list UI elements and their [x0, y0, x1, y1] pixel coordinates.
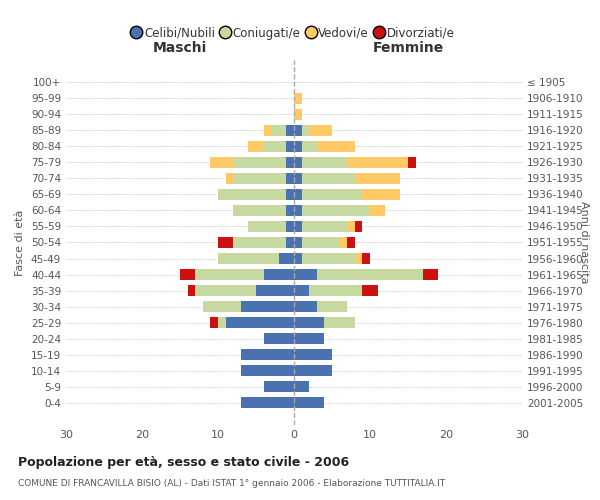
Bar: [256, 285, 294, 296]
Bar: [347, 236, 355, 248]
Bar: [362, 285, 377, 296]
Bar: [423, 269, 439, 280]
Bar: [218, 236, 233, 248]
Bar: [325, 317, 355, 328]
Bar: [241, 397, 294, 408]
Bar: [248, 220, 286, 232]
Bar: [233, 204, 286, 216]
Bar: [355, 252, 362, 264]
Bar: [302, 188, 362, 200]
Bar: [347, 156, 408, 168]
Bar: [241, 365, 294, 376]
Bar: [294, 172, 302, 184]
Bar: [263, 269, 294, 280]
Legend: Celibi/Nubili, Coniugati/e, Vedovi/e, Divorziati/e: Celibi/Nubili, Coniugati/e, Vedovi/e, Di…: [129, 22, 459, 44]
Bar: [286, 124, 294, 136]
Bar: [294, 188, 302, 200]
Bar: [302, 156, 347, 168]
Bar: [347, 220, 355, 232]
Bar: [408, 156, 416, 168]
Bar: [294, 317, 325, 328]
Bar: [286, 204, 294, 216]
Bar: [302, 172, 355, 184]
Bar: [294, 333, 325, 344]
Bar: [309, 285, 362, 296]
Bar: [218, 317, 226, 328]
Y-axis label: Fasce di età: Fasce di età: [16, 210, 25, 276]
Bar: [294, 108, 302, 120]
Bar: [317, 301, 347, 312]
Bar: [233, 236, 286, 248]
Bar: [233, 156, 286, 168]
Bar: [241, 349, 294, 360]
Bar: [233, 172, 286, 184]
Bar: [226, 317, 294, 328]
Bar: [218, 188, 286, 200]
Bar: [294, 365, 332, 376]
Y-axis label: Anni di nascita: Anni di nascita: [579, 201, 589, 284]
Bar: [226, 172, 233, 184]
Bar: [294, 156, 302, 168]
Bar: [294, 252, 302, 264]
Bar: [188, 285, 195, 296]
Bar: [263, 381, 294, 392]
Bar: [286, 156, 294, 168]
Bar: [263, 333, 294, 344]
Bar: [302, 124, 309, 136]
Bar: [211, 317, 218, 328]
Bar: [294, 204, 302, 216]
Bar: [286, 236, 294, 248]
Bar: [241, 301, 294, 312]
Bar: [294, 140, 302, 152]
Bar: [355, 220, 362, 232]
Bar: [263, 140, 286, 152]
Bar: [294, 285, 309, 296]
Bar: [211, 156, 233, 168]
Bar: [362, 252, 370, 264]
Bar: [317, 269, 423, 280]
Bar: [370, 204, 385, 216]
Text: Femmine: Femmine: [373, 41, 443, 55]
Bar: [309, 124, 332, 136]
Bar: [279, 252, 294, 264]
Bar: [180, 269, 195, 280]
Bar: [271, 124, 286, 136]
Bar: [294, 269, 317, 280]
Bar: [294, 236, 302, 248]
Bar: [340, 236, 347, 248]
Bar: [302, 140, 317, 152]
Bar: [294, 124, 302, 136]
Bar: [302, 204, 370, 216]
Bar: [362, 188, 400, 200]
Bar: [286, 188, 294, 200]
Bar: [355, 172, 400, 184]
Text: Maschi: Maschi: [153, 41, 207, 55]
Bar: [195, 285, 256, 296]
Bar: [294, 301, 317, 312]
Text: COMUNE DI FRANCAVILLA BISIO (AL) - Dati ISTAT 1° gennaio 2006 - Elaborazione TUT: COMUNE DI FRANCAVILLA BISIO (AL) - Dati …: [18, 479, 445, 488]
Bar: [263, 124, 271, 136]
Bar: [302, 236, 340, 248]
Bar: [195, 269, 263, 280]
Bar: [203, 301, 241, 312]
Bar: [248, 140, 263, 152]
Text: Popolazione per età, sesso e stato civile - 2006: Popolazione per età, sesso e stato civil…: [18, 456, 349, 469]
Bar: [218, 252, 279, 264]
Bar: [286, 140, 294, 152]
Bar: [302, 220, 347, 232]
Bar: [294, 220, 302, 232]
Bar: [286, 172, 294, 184]
Bar: [317, 140, 355, 152]
Bar: [294, 397, 325, 408]
Bar: [294, 349, 332, 360]
Bar: [286, 220, 294, 232]
Bar: [294, 381, 309, 392]
Bar: [294, 92, 302, 104]
Bar: [302, 252, 355, 264]
